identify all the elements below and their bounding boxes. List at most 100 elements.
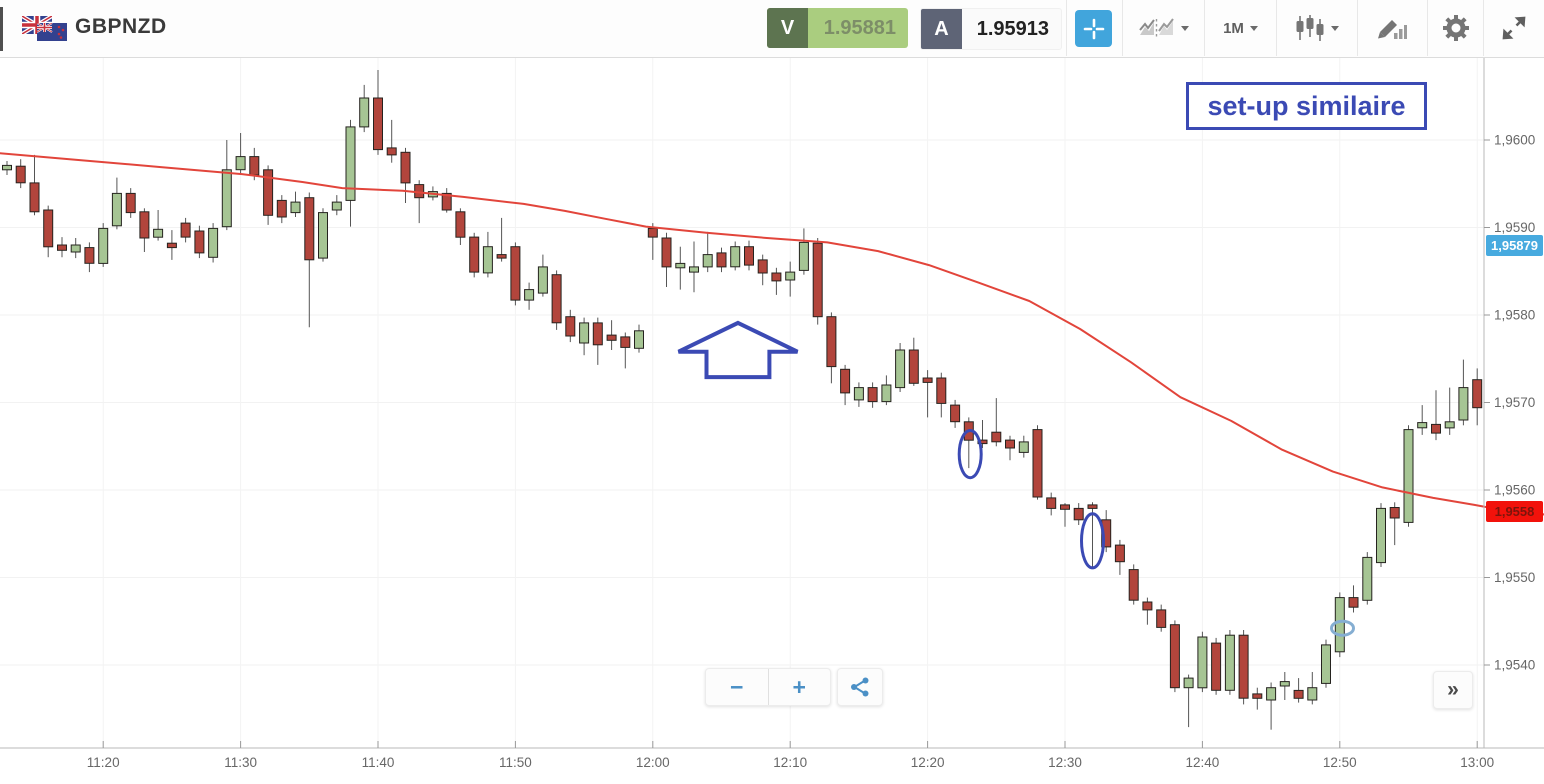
candle (977, 439, 988, 445)
zoom-out-button[interactable]: − (730, 673, 744, 700)
candle (620, 336, 631, 348)
candle (1224, 634, 1235, 691)
candle-style-dropdown[interactable] (1277, 0, 1357, 56)
candle (1348, 597, 1359, 608)
share-button[interactable] (837, 668, 883, 706)
ellipse-annotation[interactable] (957, 429, 983, 480)
candle (867, 387, 878, 403)
time-axis-label: 12:40 (1186, 755, 1220, 770)
zoom-in-button[interactable]: + (792, 673, 806, 700)
candle (1005, 439, 1015, 449)
candle (1046, 497, 1057, 509)
candle (482, 246, 493, 274)
candle (249, 156, 260, 176)
time-axis-label: 12:10 (773, 755, 807, 770)
settings-button[interactable] (1428, 0, 1483, 56)
buy-button[interactable]: A 1.95913 (920, 8, 1062, 50)
candle (263, 169, 274, 216)
price-axis-label: 1,9560 (1494, 483, 1535, 498)
candle (1458, 387, 1469, 421)
candle (1128, 569, 1139, 601)
crosshair-icon (1083, 18, 1104, 39)
candle (70, 244, 81, 253)
sell-price: 1.95881 (823, 16, 896, 39)
candle (400, 151, 411, 184)
sell-button[interactable]: V 1.95881 (767, 8, 908, 48)
candle (757, 259, 768, 274)
ellipse-annotation[interactable] (1330, 619, 1355, 637)
price-axis-label: 1,9570 (1494, 395, 1535, 410)
price-axis-label: 1,9600 (1494, 133, 1535, 148)
candle (98, 227, 109, 264)
expand-icon (1502, 16, 1526, 40)
candle (1156, 609, 1167, 628)
candle (908, 349, 919, 384)
candle (345, 126, 356, 201)
candle (1279, 681, 1290, 687)
price-axis-label: 1,9550 (1494, 570, 1535, 585)
candle (1211, 642, 1222, 691)
candle (826, 316, 837, 368)
candle (276, 199, 287, 218)
candle (1252, 693, 1263, 699)
collapse-panel-button[interactable]: » (1433, 671, 1473, 709)
last-price-tag: 1,95879 (1486, 235, 1543, 257)
candle (922, 377, 933, 383)
candle (208, 227, 219, 258)
candle (1293, 689, 1304, 699)
candle (386, 147, 397, 156)
chevron-down-icon (1331, 25, 1339, 31)
drawing-tools-button[interactable] (1358, 0, 1426, 56)
candle (1321, 644, 1331, 684)
timeframe-dropdown[interactable]: 1M (1205, 0, 1276, 56)
candle (551, 274, 562, 324)
candle (895, 349, 906, 389)
toolbar-divider (1427, 0, 1428, 56)
moving-average-line (0, 152, 1544, 516)
candle (496, 254, 507, 259)
timeframe-label: 1M (1223, 19, 1244, 37)
candle (455, 211, 466, 238)
candle (1444, 421, 1455, 429)
candle (1169, 624, 1180, 689)
candle (125, 192, 136, 214)
candle (235, 156, 246, 171)
note-annotation[interactable]: set-up similaire (1186, 82, 1427, 130)
chart-type-dropdown[interactable] (1123, 0, 1204, 56)
price-axis-label: 1,9590 (1494, 220, 1535, 235)
candle (318, 212, 328, 259)
ellipse-annotation[interactable] (1080, 512, 1105, 570)
candle (1142, 601, 1153, 611)
candle (304, 197, 315, 261)
chart-type-icon (1138, 18, 1174, 37)
candle (441, 192, 452, 211)
crosshair-button[interactable] (1075, 10, 1112, 47)
candle (606, 334, 617, 341)
time-axis-label: 12:00 (636, 755, 670, 770)
candle (1073, 507, 1084, 521)
up-arrow-annotation[interactable] (677, 320, 799, 380)
candle (592, 322, 603, 346)
candle (15, 165, 26, 184)
fullscreen-button[interactable] (1484, 0, 1544, 56)
time-axis-label: 11:20 (87, 755, 120, 770)
candle (689, 266, 699, 273)
time-axis-label: 12:30 (1048, 755, 1082, 770)
share-icon (851, 677, 869, 697)
candle (1197, 636, 1208, 689)
time-axis-label: 12:20 (911, 755, 945, 770)
candle (524, 289, 535, 301)
buy-price: 1.95913 (976, 17, 1049, 40)
candle (57, 244, 67, 251)
candle (675, 262, 686, 269)
candle (1307, 687, 1318, 701)
candle (43, 209, 54, 248)
candle (2, 164, 12, 171)
candle (798, 241, 809, 271)
candle (565, 316, 576, 337)
time-axis-label: 12:50 (1323, 755, 1357, 770)
candle (1362, 556, 1373, 601)
toolbar-divider (1276, 0, 1277, 56)
price-axis-label: 1,9540 (1494, 658, 1535, 673)
